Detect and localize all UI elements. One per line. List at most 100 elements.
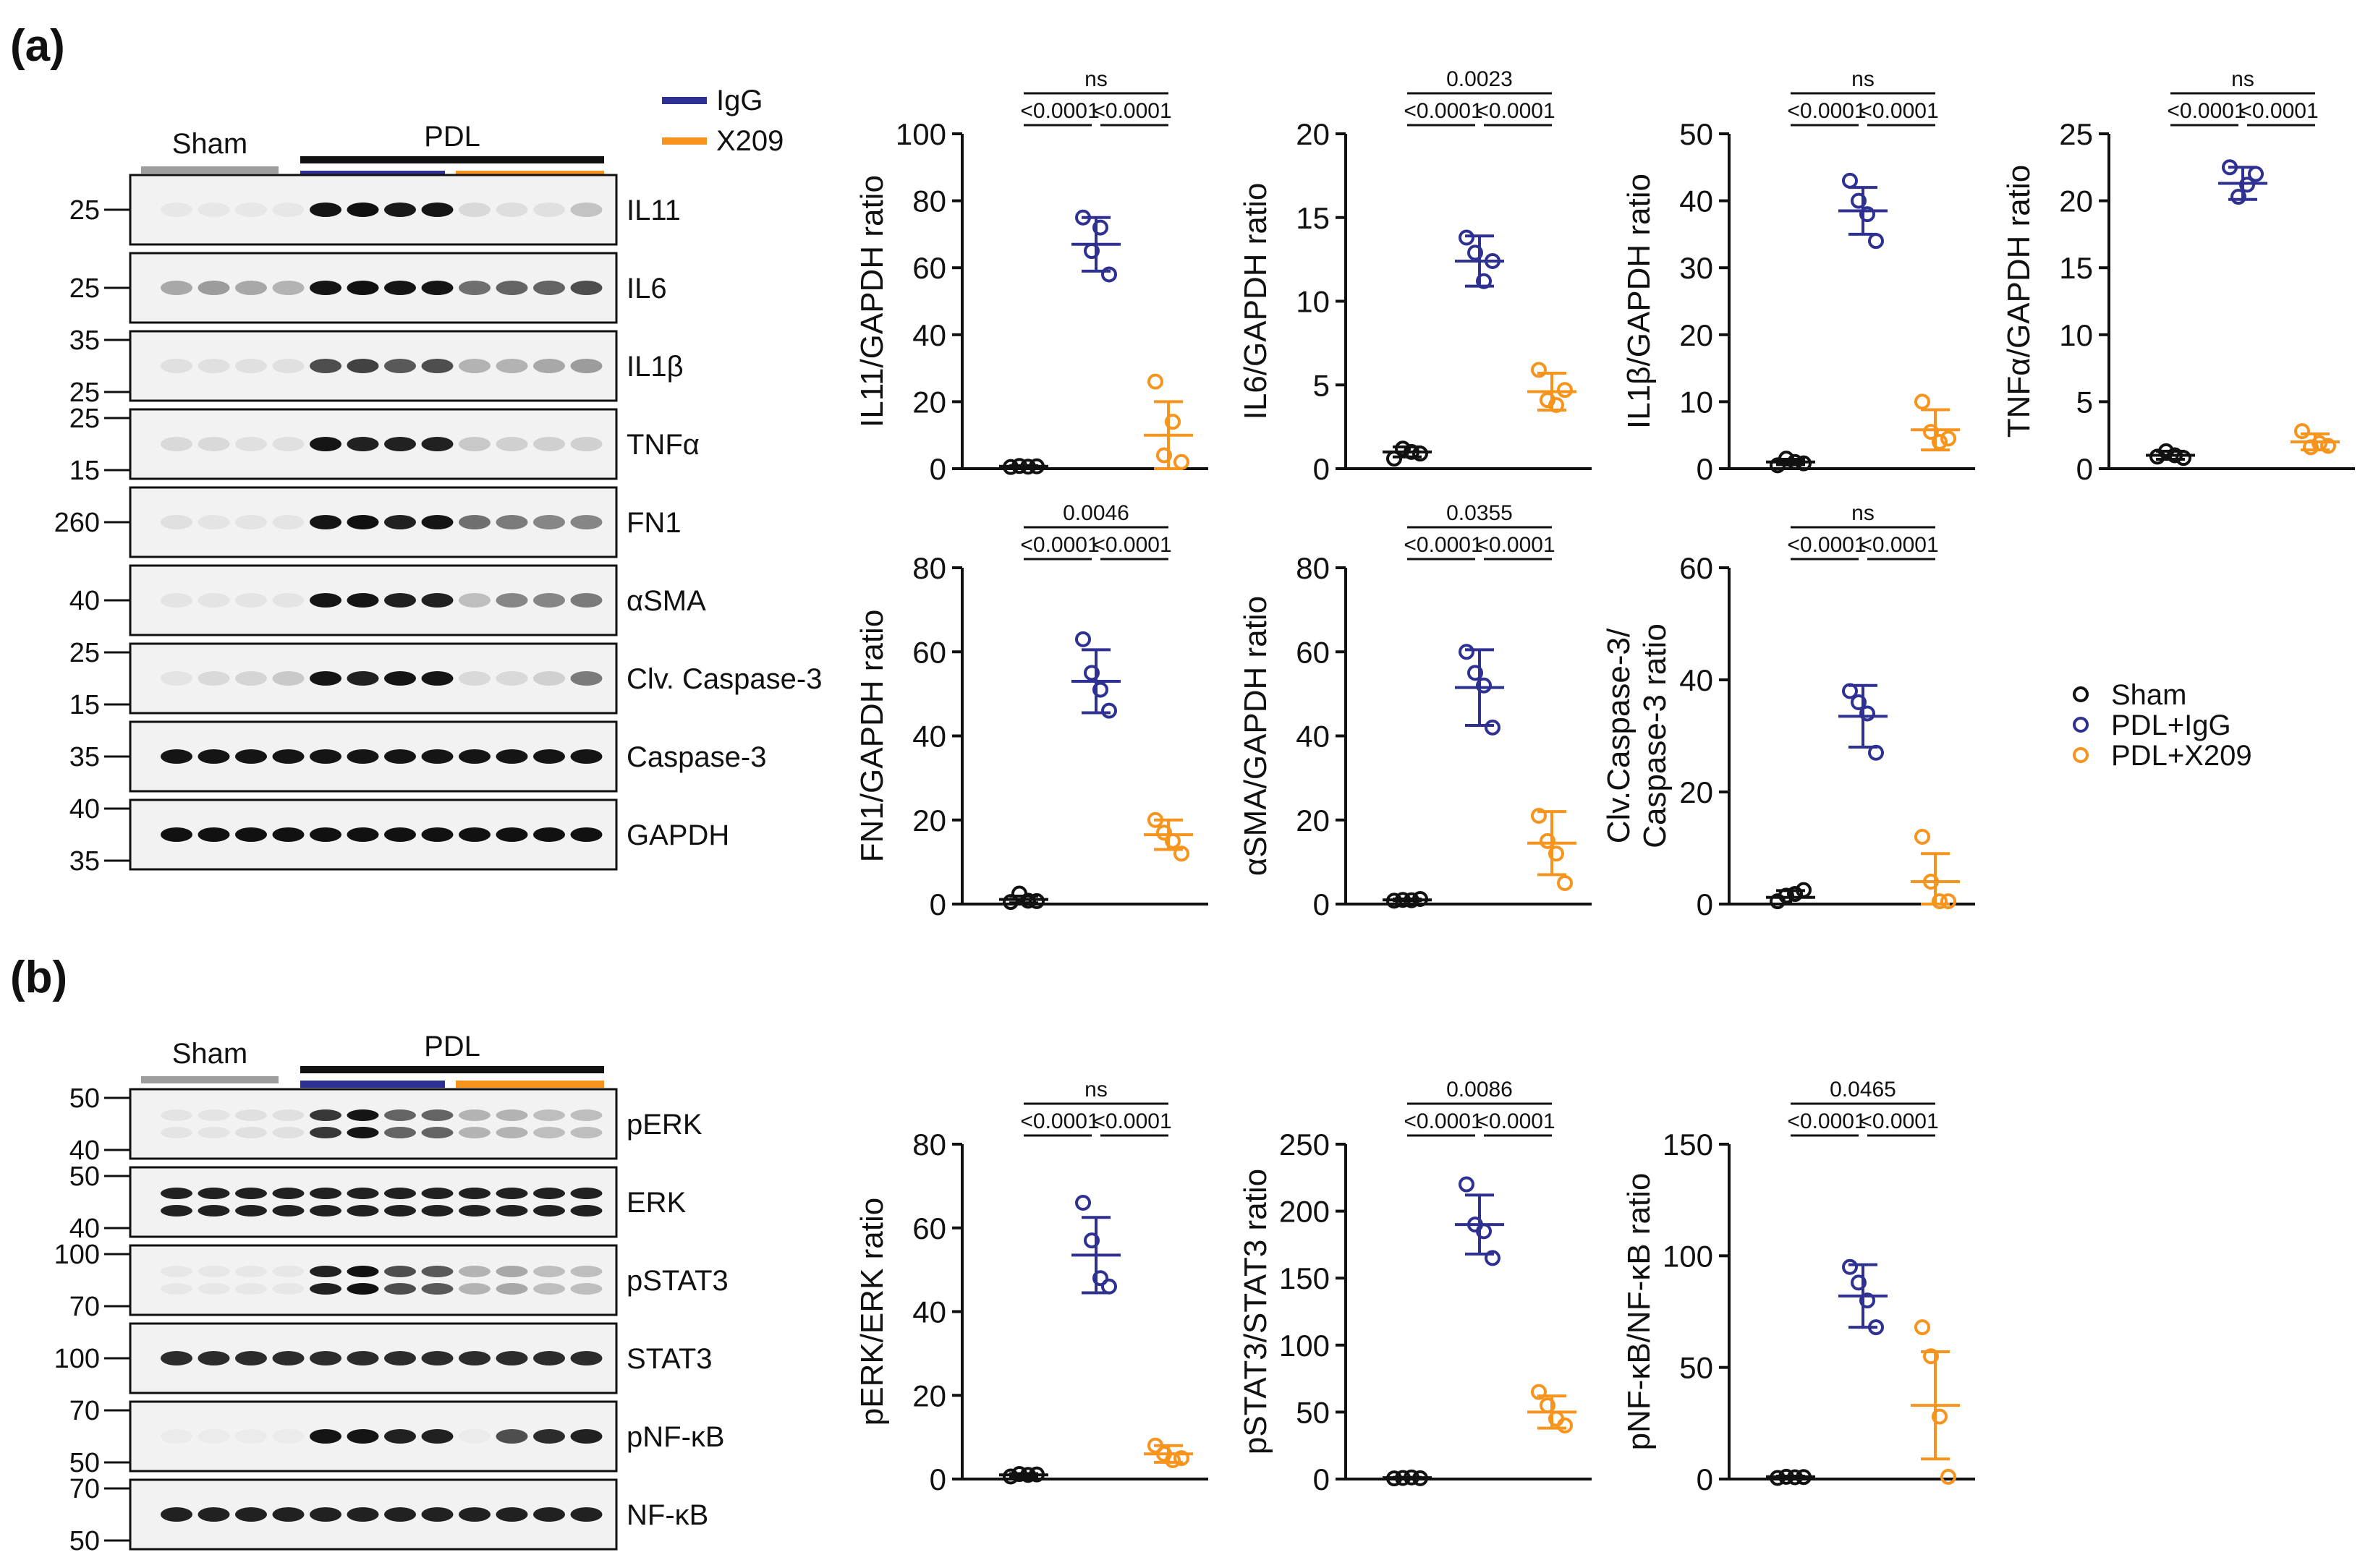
b-band — [198, 1205, 230, 1217]
a-band — [310, 359, 341, 373]
b-blot-frame — [129, 1088, 618, 1160]
y-tick-label: 0 — [930, 452, 946, 486]
y-tick-label: 0 — [930, 1462, 946, 1496]
y-tick-label: 20 — [1296, 117, 1330, 151]
a-band — [161, 359, 192, 373]
b-band — [421, 1109, 454, 1121]
a-band — [496, 281, 528, 295]
b-band — [533, 1127, 565, 1138]
data-point-x209 — [1932, 893, 1948, 910]
y-tick-label: 0 — [1313, 452, 1330, 486]
chart-asma: 0 20 40 60 80 αSMA/GAPDH ratio <0.0001<0.0001 0… — [1238, 501, 1592, 921]
a-band — [384, 437, 416, 451]
data-point-sham — [2158, 443, 2174, 459]
data-point-sham — [2167, 447, 2183, 464]
a-band — [421, 671, 454, 686]
data-point-x209 — [1932, 1408, 1948, 1425]
data-point-igg — [1485, 719, 1500, 736]
a-band — [496, 359, 528, 373]
a-band — [459, 359, 491, 373]
data-point-sham — [1796, 882, 1812, 898]
b-band — [533, 1429, 565, 1444]
b-band — [459, 1351, 491, 1365]
a-band — [533, 437, 565, 451]
data-point-igg — [1459, 229, 1474, 246]
y-tick-label: 60 — [1679, 551, 1713, 585]
data-point-x209 — [1932, 433, 1948, 450]
data-point-igg — [1075, 1195, 1091, 1211]
b-blot-frame — [129, 1244, 618, 1316]
chart-fn1: 0 20 40 60 80 FN1/GAPDH ratio <0.0001<0.0001 0.… — [854, 501, 1208, 921]
b-band — [384, 1109, 416, 1121]
y-tick-label: 15 — [2059, 251, 2093, 285]
data-point-sham — [1395, 1470, 1411, 1486]
data-point-igg — [1476, 273, 1492, 289]
y-tick-label: 60 — [912, 1211, 946, 1245]
a-band — [384, 827, 416, 842]
b-band — [459, 1205, 491, 1217]
panel-label-b: (b) — [10, 953, 67, 1002]
data-point-x209 — [1923, 424, 1939, 440]
a-band — [533, 671, 565, 686]
sig-label-right: <0.0001 — [1092, 533, 1171, 557]
sig-label-top: ns — [2231, 67, 2254, 91]
a-band — [459, 515, 491, 529]
data-point-x209 — [1940, 893, 1956, 910]
y-tick-label: 10 — [1296, 285, 1330, 319]
a-band — [570, 359, 603, 373]
a-band — [347, 203, 379, 217]
a-band — [570, 437, 603, 451]
b-mw-marker: 50 — [69, 1448, 100, 1478]
y-tick-label: 80 — [912, 1128, 946, 1162]
b-band — [496, 1266, 528, 1277]
data-point-igg — [1459, 644, 1474, 660]
b-band — [198, 1351, 230, 1365]
b-band — [384, 1429, 416, 1444]
a-band — [533, 515, 565, 529]
y-tick-label: 30 — [1679, 251, 1713, 285]
a-band — [496, 593, 528, 608]
a-band — [421, 515, 454, 529]
b-band — [533, 1109, 565, 1121]
b-band — [235, 1351, 267, 1365]
a-band — [347, 827, 379, 842]
b-band — [161, 1283, 192, 1295]
data-point-x209 — [1914, 829, 1930, 845]
b-band — [459, 1109, 491, 1121]
a-band — [347, 359, 379, 373]
a-band — [235, 359, 267, 373]
b-band — [459, 1283, 491, 1295]
a-band — [570, 281, 603, 295]
y-axis-label: IL1β/GAPDH ratio — [1621, 174, 1657, 429]
a-blot-label: Clv. Caspase-3 — [627, 663, 822, 695]
a-band — [421, 359, 454, 373]
b-band — [198, 1127, 230, 1138]
data-point-sham — [1796, 1469, 1812, 1486]
b-band — [235, 1188, 267, 1199]
data-point-igg — [1467, 665, 1483, 681]
data-point-x209 — [1557, 874, 1573, 891]
sig-label-left: <0.0001 — [1404, 1109, 1482, 1133]
a-band — [161, 749, 192, 764]
y-tick-label: 40 — [1296, 720, 1330, 754]
y-tick-label: 25 — [2059, 117, 2093, 151]
a-mw-marker: 25 — [69, 195, 100, 226]
a-blot-label: IL6 — [627, 273, 667, 304]
b-band — [347, 1283, 379, 1295]
a-band — [310, 437, 341, 451]
sig-label-top: ns — [1851, 501, 1875, 525]
blot-legend-label: X209 — [716, 125, 784, 157]
y-tick-label: 200 — [1279, 1195, 1330, 1229]
a-band — [347, 593, 379, 608]
b-band — [496, 1351, 528, 1365]
y-axis-label: pNF-κB/NF-κB ratio — [1621, 1173, 1657, 1451]
a-blot-label: Caspase-3 — [627, 741, 766, 773]
b-band — [310, 1109, 341, 1121]
b-band — [570, 1266, 603, 1277]
sig-label-right: <0.0001 — [1859, 1109, 1938, 1133]
b-band — [384, 1205, 416, 1217]
a-band — [161, 515, 192, 529]
sig-label-right: <0.0001 — [1476, 1109, 1555, 1133]
